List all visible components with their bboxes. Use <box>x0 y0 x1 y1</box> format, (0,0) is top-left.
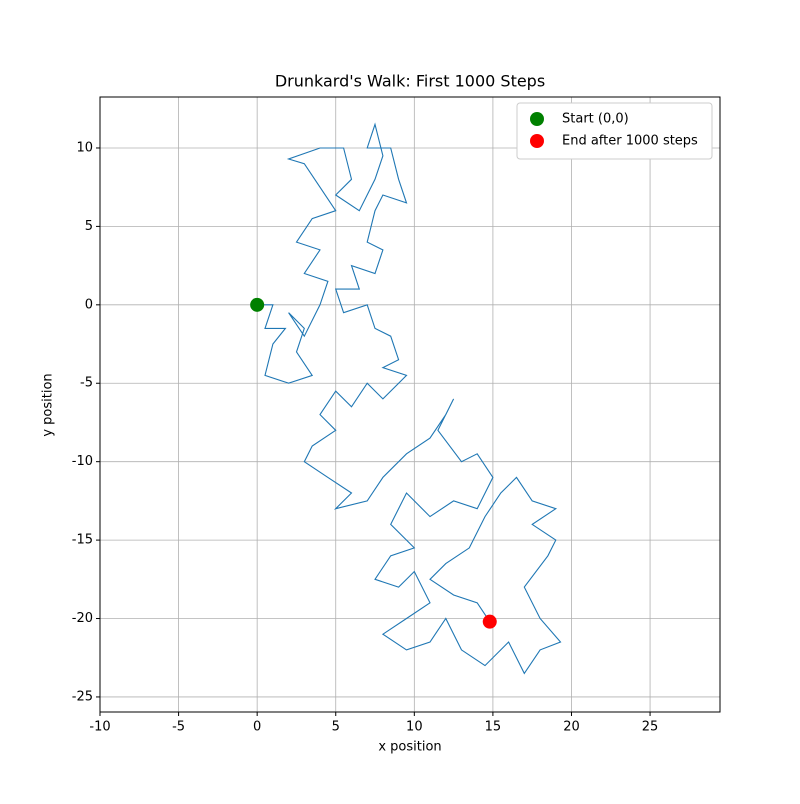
walk-line <box>257 122 562 675</box>
x-tick-label: -10 <box>89 720 110 735</box>
y-tick-label: -10 <box>72 454 93 469</box>
y-tick-label: -25 <box>72 689 93 704</box>
marker <box>250 297 265 312</box>
y-tick-label: -5 <box>80 376 93 391</box>
y-tick-label: 0 <box>85 297 93 312</box>
y-axis-label: y position <box>41 373 56 436</box>
y-tick-label: -15 <box>72 533 93 548</box>
x-tick-label: 15 <box>485 720 502 735</box>
y-tick-label: 10 <box>76 140 93 155</box>
legend-swatch <box>530 134 544 148</box>
legend-label: End after 1000 steps <box>562 134 698 149</box>
x-tick-label: 5 <box>332 720 340 735</box>
plot-frame <box>99 96 721 713</box>
chart-title: Drunkard's Walk: First 1000 Steps <box>275 72 545 91</box>
x-tick-label: 25 <box>642 720 659 735</box>
legend-label: Start (0,0) <box>562 112 629 127</box>
y-tick-label: 5 <box>85 219 93 234</box>
legend-swatch <box>530 112 544 126</box>
legend-box <box>516 102 713 160</box>
x-tick-label: 0 <box>253 720 261 735</box>
x-tick-label: -5 <box>172 720 185 735</box>
y-tick-label: -20 <box>72 611 93 626</box>
x-tick-label: 10 <box>406 720 423 735</box>
marker <box>482 614 497 629</box>
x-tick-label: 20 <box>563 720 580 735</box>
x-axis-label: x position <box>378 740 441 755</box>
